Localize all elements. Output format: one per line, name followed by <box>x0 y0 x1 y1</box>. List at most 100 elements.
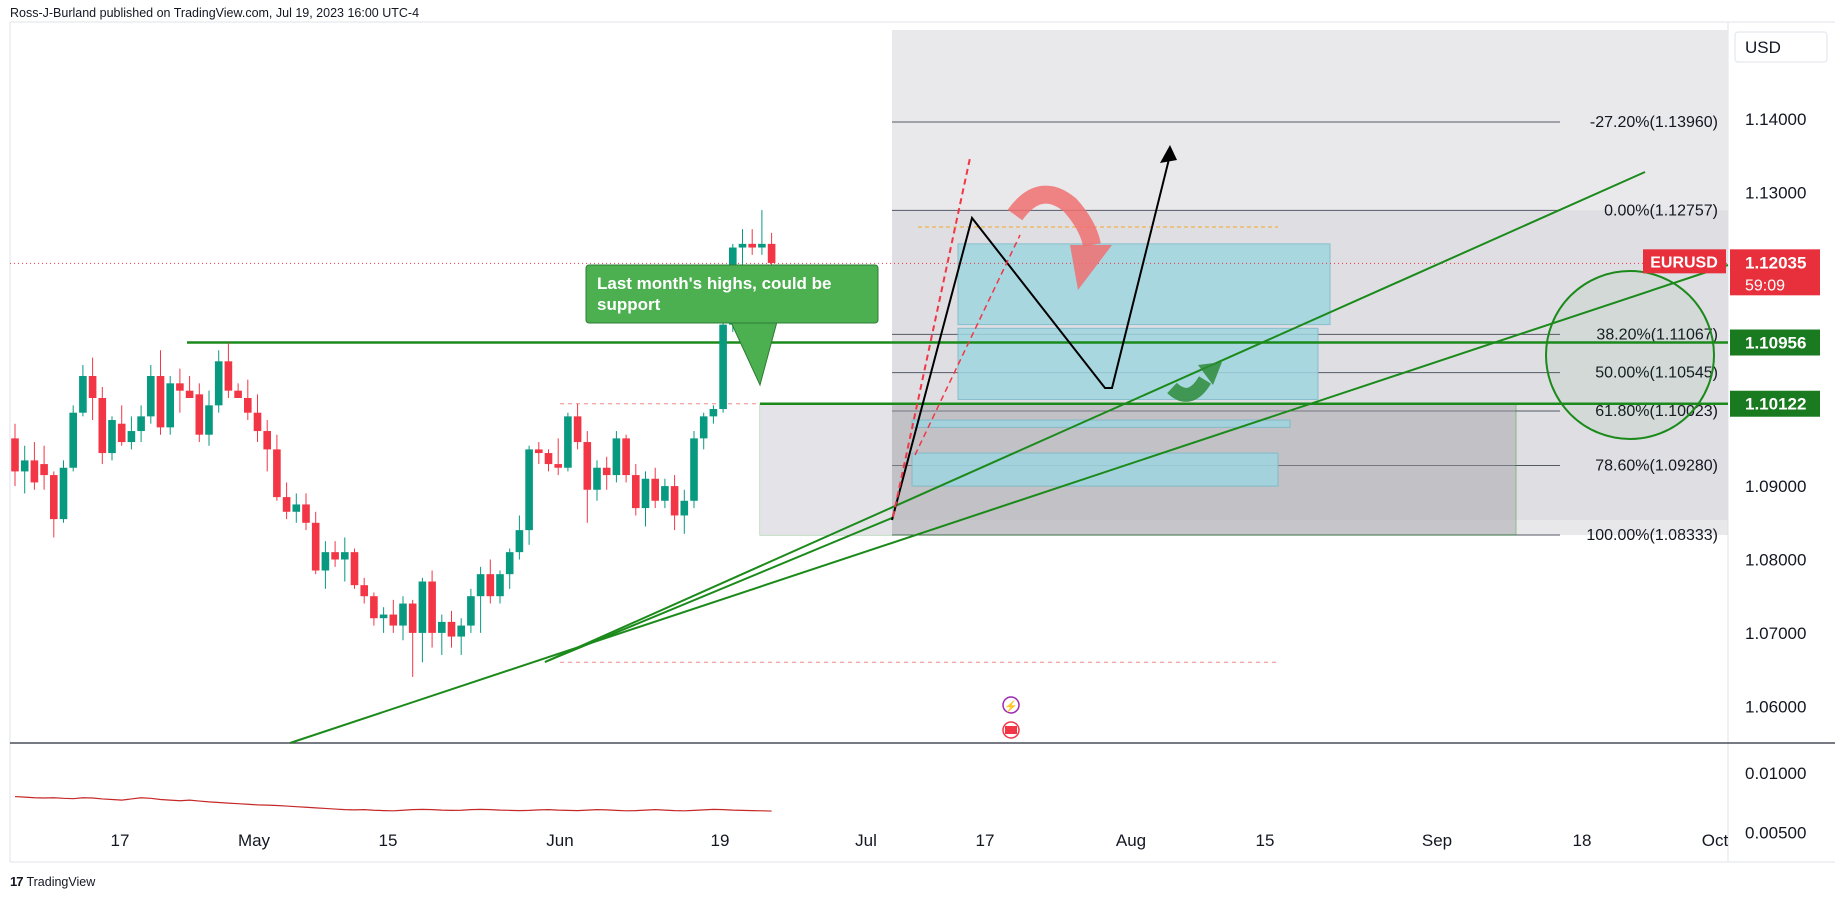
highlight-circle <box>1545 270 1715 440</box>
tradingview-brand-text: TradingView <box>26 874 96 889</box>
candle-body <box>738 243 747 248</box>
candle-body <box>622 438 630 476</box>
flag-glyph <box>1005 726 1017 734</box>
candle-body <box>205 405 213 435</box>
price-badge-value: 1.12035 <box>1745 253 1806 272</box>
candle-body <box>98 398 107 454</box>
candle-body <box>525 449 533 531</box>
candle-body <box>651 478 659 501</box>
indicator-tick-label: 0.01000 <box>1745 764 1806 783</box>
candle-body <box>399 603 407 626</box>
candle-body <box>350 552 359 586</box>
candle-body <box>467 596 475 626</box>
candle-body <box>641 478 650 509</box>
candle-body <box>11 438 19 472</box>
candle-body <box>166 383 174 428</box>
candle-body <box>282 497 291 512</box>
time-tick-label: 17 <box>976 831 995 850</box>
candle-body <box>69 412 77 468</box>
time-tick-label: 15 <box>1256 831 1275 850</box>
candle-body <box>108 420 116 454</box>
time-tick-label: Aug <box>1116 831 1146 850</box>
candle-body <box>156 375 165 428</box>
candle-body <box>699 416 708 439</box>
candle-body <box>447 621 456 637</box>
candle-body <box>554 464 562 468</box>
fib-level-label: 0.00%(1.12757) <box>1604 202 1718 219</box>
candle-body <box>632 475 640 509</box>
tradingview-logo-icon: 17 <box>10 874 24 889</box>
candle-body <box>50 475 58 520</box>
publisher-line: Ross-J-Burland published on TradingView.… <box>10 6 420 20</box>
level-badge-text: 1.10956 <box>1745 334 1806 353</box>
callout-pointer <box>729 317 779 387</box>
candle-body <box>418 581 427 633</box>
lightning-glyph: ⚡ <box>1004 700 1018 713</box>
impulse-dashed-line <box>892 157 971 518</box>
time-tick-label: 18 <box>1573 831 1592 850</box>
candle-body <box>176 383 184 391</box>
candle-body <box>360 585 368 597</box>
candle-body <box>147 375 155 417</box>
tradingview-brand: 17 TradingView <box>10 874 95 889</box>
candle-body <box>612 438 621 476</box>
time-tick-label: May <box>238 831 271 850</box>
candle-body <box>273 449 281 498</box>
candle-body <box>408 603 417 633</box>
candle-body <box>748 243 756 248</box>
demand-zone <box>911 452 1279 487</box>
candle-body <box>341 552 349 560</box>
candle-body <box>302 504 310 523</box>
candle-body <box>544 453 553 465</box>
candle-body <box>767 243 776 263</box>
candle-body <box>214 361 223 406</box>
candle-body <box>690 438 698 501</box>
candle-body <box>593 467 601 490</box>
indicator-tick-label: 0.00500 <box>1745 823 1806 842</box>
fib-level-label: -27.20%(1.13960) <box>1590 114 1718 131</box>
price-tick-label: 1.07000 <box>1745 624 1806 643</box>
candle-body <box>234 390 242 399</box>
time-tick-label: Jul <box>855 831 877 850</box>
price-tick-label: 1.08000 <box>1745 550 1806 569</box>
candle-body <box>564 416 572 468</box>
time-tick-label: 17 <box>111 831 130 850</box>
price-tick-label: 1.09000 <box>1745 477 1806 496</box>
green-arrowhead-icon <box>1198 362 1222 385</box>
candle-body <box>476 574 485 597</box>
price-tick-label: 1.06000 <box>1745 697 1806 716</box>
candle-body <box>331 552 339 560</box>
candle-body <box>321 552 330 571</box>
price-badge-countdown: 59:09 <box>1745 277 1785 294</box>
trendline-short <box>544 517 893 663</box>
callout-text: Last month's highs, could be support <box>597 274 832 314</box>
lightning-event-icon <box>1002 696 1020 714</box>
candle-body <box>40 464 48 476</box>
price-tick-label: 1.14000 <box>1745 110 1806 129</box>
candle-body <box>292 504 301 512</box>
red-curved-arrow <box>1007 185 1101 248</box>
candle-body <box>758 243 766 248</box>
time-tick-label: Sep <box>1422 831 1452 850</box>
candle-body <box>370 596 378 619</box>
red-arrowhead-icon <box>1070 245 1112 290</box>
fib-level-label: 38.20%(1.11067) <box>1596 326 1718 343</box>
candle-body <box>457 625 465 637</box>
currency-label: USD <box>1745 38 1781 57</box>
demand-zone <box>911 419 1291 428</box>
candle-body <box>670 486 679 516</box>
level-badge-text: 1.10122 <box>1745 395 1806 414</box>
impulse-dashed-line-2 <box>914 234 1021 456</box>
currency-button <box>1734 31 1828 63</box>
fib-level-label: 78.60%(1.09280) <box>1595 458 1718 475</box>
time-tick-label: 19 <box>711 831 730 850</box>
price-tick-label: 1.13000 <box>1745 183 1806 202</box>
candle-body <box>185 390 194 399</box>
time-tick-label: Oct <box>1702 831 1729 850</box>
candle-body <box>535 449 543 454</box>
fib-level-label: 50.00%(1.10545) <box>1595 365 1718 382</box>
time-tick-label: 15 <box>379 831 398 850</box>
candle-body <box>30 460 39 483</box>
candle-body <box>244 398 252 413</box>
